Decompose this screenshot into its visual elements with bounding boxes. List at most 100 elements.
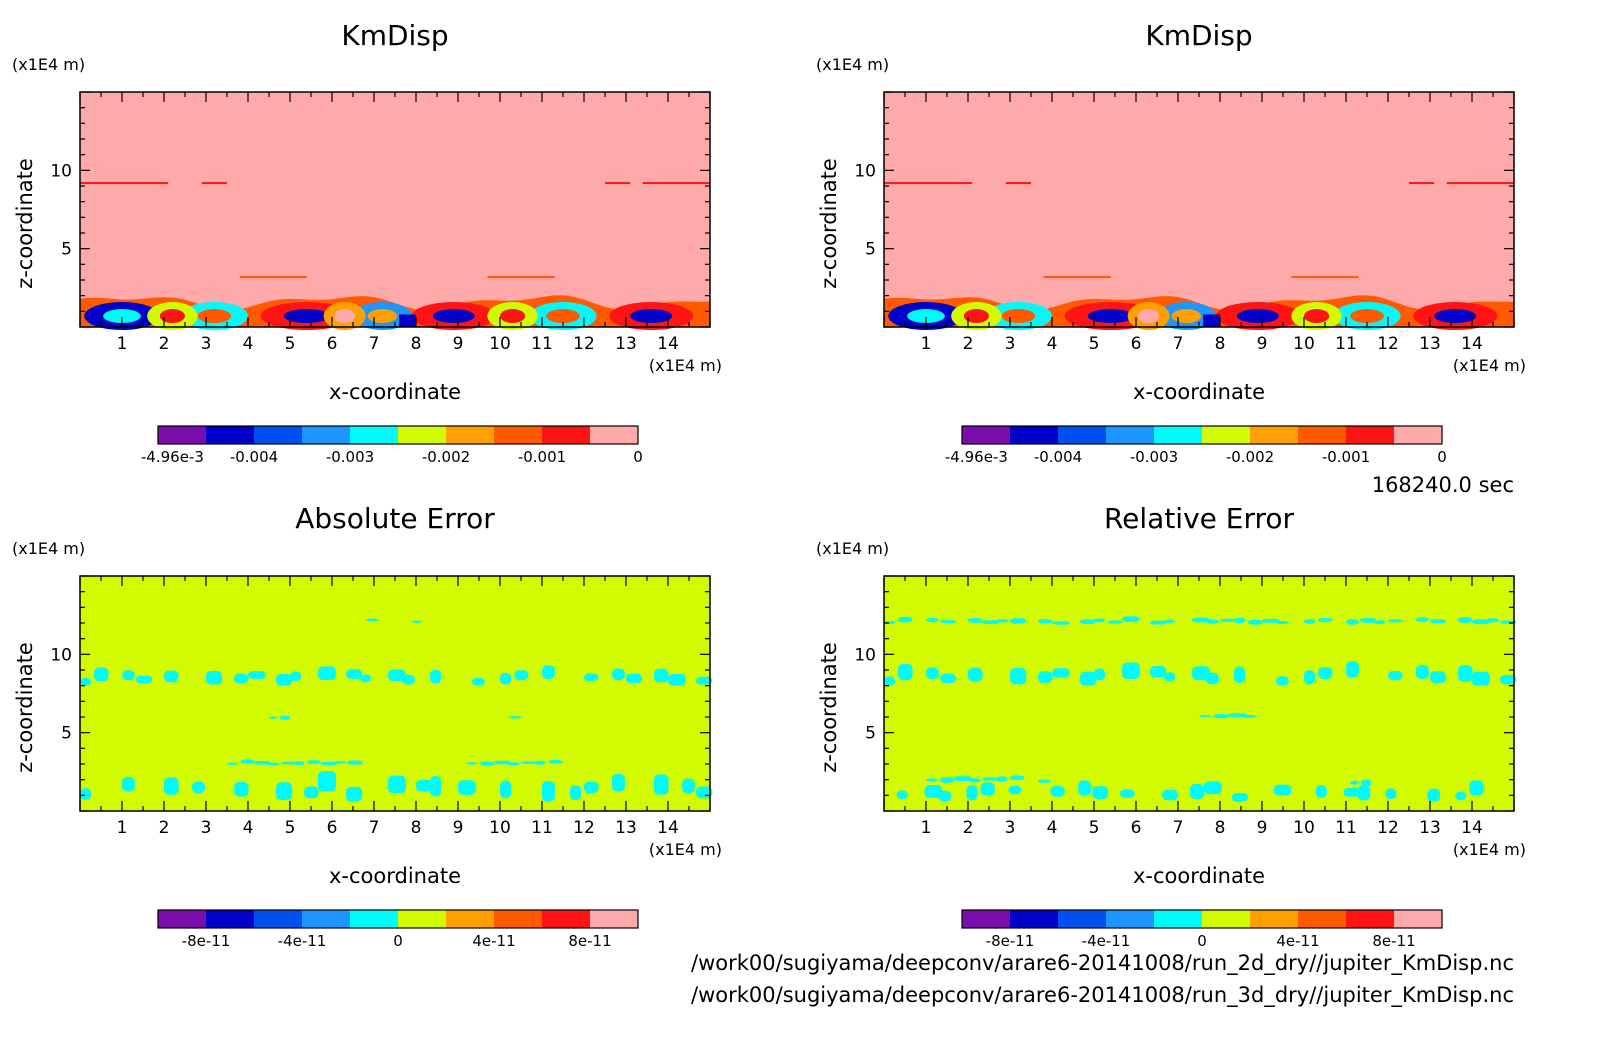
field-patch [1010, 667, 1027, 685]
colorbar-swatch [1298, 910, 1346, 928]
field-patch [1469, 780, 1484, 796]
x-tick-label: 9 [1257, 818, 1268, 838]
plot-area [884, 92, 1514, 331]
x-tick-label: 4 [1047, 818, 1058, 838]
colorbar-swatch [1394, 426, 1442, 444]
x-tick-label: 3 [1005, 334, 1016, 354]
colorbar-label: -0.003 [326, 448, 374, 466]
x-tick-label: 6 [327, 818, 338, 838]
x-tick-label: 5 [285, 334, 296, 354]
colorbar-swatch [1250, 426, 1298, 444]
field-patch [1050, 785, 1065, 797]
field-patch [1231, 792, 1249, 802]
field-patch [668, 673, 686, 686]
field-cell-core [630, 309, 673, 324]
field-cell-core [367, 309, 398, 324]
field-patch [966, 785, 978, 801]
x-tick-label: 1 [117, 334, 128, 354]
field-patch [472, 677, 485, 686]
field-patch [1304, 618, 1316, 624]
field-patch [507, 762, 520, 766]
field-cell-core [103, 309, 141, 324]
y-tick-label: 10 [854, 645, 876, 665]
field-patch [80, 788, 92, 800]
colorbar-swatch [350, 910, 398, 928]
y-tick-label: 10 [854, 161, 876, 181]
field-patch [1472, 619, 1490, 625]
field-patch [1052, 621, 1070, 625]
field-patch [1455, 791, 1467, 801]
y-axis-label: z-coordinate [817, 642, 841, 773]
field-patch [996, 776, 1008, 782]
plot-area [80, 576, 713, 811]
field-patch [1164, 672, 1176, 682]
y-axis-label: z-coordinate [817, 158, 841, 289]
field-patch [1161, 789, 1179, 801]
x-tick-label: 12 [573, 334, 595, 354]
colorbar-swatch [1250, 910, 1298, 928]
field-patch [924, 784, 943, 798]
field-patch [1374, 620, 1386, 625]
y-tick-label: 5 [61, 240, 72, 260]
field-patch [1388, 670, 1403, 681]
field-patch [320, 761, 338, 765]
x-tick-label: 2 [159, 818, 170, 838]
field-cell-core [159, 309, 185, 324]
colorbar-swatch [1346, 426, 1394, 444]
field-patch [1092, 786, 1109, 800]
x-tick-label: 14 [1461, 334, 1483, 354]
x-tick-label: 1 [117, 818, 128, 838]
field-patch [269, 716, 278, 719]
field-patch [1220, 618, 1237, 622]
field-background [80, 576, 710, 811]
field-patch [980, 782, 995, 796]
field-patch [696, 676, 713, 685]
field-patch [584, 673, 599, 682]
colorbar-label: 0 [633, 448, 643, 466]
field-patch [416, 779, 433, 792]
field-patch [192, 781, 205, 794]
field-line [605, 182, 631, 185]
field-patch [94, 667, 109, 682]
colorbar-swatch [1010, 910, 1058, 928]
field-cell-core [546, 309, 580, 324]
field-cell-core [907, 309, 945, 324]
field-patch [234, 673, 249, 684]
colorbar-label: -4.96e-3 [141, 448, 204, 466]
colorbar-swatch [494, 910, 542, 928]
field-patch [584, 781, 599, 794]
field-cell-core [963, 309, 990, 324]
field-patch [500, 780, 512, 799]
field-patch [1318, 617, 1333, 622]
field-patch [1458, 665, 1473, 682]
field-line [1291, 276, 1359, 279]
field-patch [1078, 780, 1092, 796]
y-axis-label: z-coordinate [13, 158, 37, 289]
x-tick-label: 9 [1257, 334, 1268, 354]
x-tick-label: 13 [615, 334, 637, 354]
colorbar-swatch [1058, 910, 1106, 928]
field-patch [430, 669, 442, 684]
field-patch [430, 776, 442, 797]
x-axis-label: x-coordinate [329, 380, 461, 404]
field-patch [1262, 618, 1280, 623]
field-background [884, 92, 1514, 327]
x-axis-label: x-coordinate [1133, 380, 1265, 404]
field-line [642, 182, 710, 185]
y-axis-label: z-coordinate [13, 642, 37, 773]
y-unit-label: (x1E4 m) [816, 55, 889, 74]
colorbar-swatch [206, 426, 254, 444]
field-patch [1385, 788, 1397, 800]
x-tick-label: 6 [1131, 334, 1142, 354]
field-patch [1228, 713, 1248, 717]
x-tick-label: 3 [1005, 818, 1016, 838]
field-cell-core [1138, 309, 1160, 324]
colorbar-swatch [1154, 426, 1202, 444]
field-patch [1010, 618, 1027, 624]
field-patch [898, 663, 913, 681]
field-patch [458, 780, 476, 795]
field-patch [1206, 672, 1219, 685]
colorbar: -4.96e-3 -0.004 -0.003 -0.002 -0.001 0 [141, 425, 643, 466]
field-patch [1276, 620, 1289, 625]
colorbar-swatch [350, 426, 398, 444]
